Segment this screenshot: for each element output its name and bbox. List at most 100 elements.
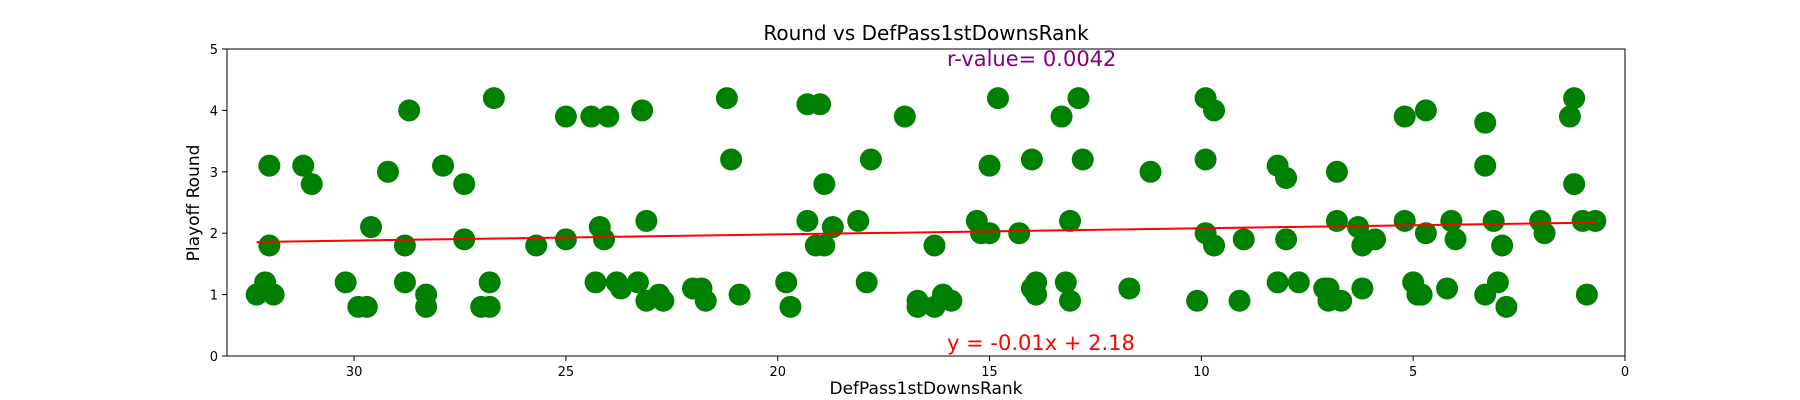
data-point-31 <box>597 105 620 128</box>
data-point-24 <box>525 234 548 257</box>
data-point-54 <box>821 216 844 239</box>
regression-line <box>256 221 1596 243</box>
data-point-4 <box>262 283 285 306</box>
data-point-75 <box>1050 105 1073 128</box>
data-point-125 <box>1558 105 1581 128</box>
data-point-126 <box>1563 87 1586 110</box>
x-tick-label-0: 30 <box>346 365 363 380</box>
data-point-105 <box>1364 228 1387 251</box>
chart-title: Round vs DefPass1stDownsRank <box>763 21 1089 45</box>
data-point-56 <box>855 271 878 294</box>
data-point-79 <box>1067 87 1090 110</box>
data-point-57 <box>859 148 882 171</box>
y-tick-label-1: 1 <box>210 289 218 304</box>
data-point-7 <box>334 271 357 294</box>
x-tick-label-2: 20 <box>769 365 786 380</box>
data-point-81 <box>1118 277 1141 300</box>
data-point-25 <box>554 105 577 128</box>
data-point-2 <box>258 154 281 177</box>
data-point-88 <box>1203 234 1226 257</box>
data-point-43 <box>715 87 738 110</box>
data-point-6 <box>300 173 323 196</box>
data-point-45 <box>728 283 751 306</box>
data-point-101 <box>1330 289 1353 312</box>
data-point-95 <box>1287 271 1310 294</box>
data-point-60 <box>906 289 929 312</box>
data-point-30 <box>593 228 616 251</box>
data-point-42 <box>694 289 717 312</box>
data-point-90 <box>1232 228 1255 251</box>
data-point-122 <box>1495 295 1518 318</box>
data-point-116 <box>1474 111 1497 134</box>
data-point-114 <box>1440 209 1463 232</box>
axis-ticks: 30 25 20 15 10 5 0 0 1 2 3 4 5 <box>210 43 1629 380</box>
data-point-100 <box>1325 209 1348 232</box>
y-tick-label-0: 0 <box>210 350 218 365</box>
data-point-14 <box>398 99 421 122</box>
data-point-82 <box>1139 160 1162 183</box>
data-point-53 <box>813 173 836 196</box>
data-point-89 <box>1228 289 1251 312</box>
data-point-93 <box>1275 166 1298 189</box>
x-tick-label-4: 10 <box>1193 365 1210 380</box>
x-tick-label-1: 25 <box>558 365 575 380</box>
data-point-110 <box>1410 283 1433 306</box>
data-point-80 <box>1071 148 1094 171</box>
data-point-12 <box>393 271 416 294</box>
data-point-113 <box>1436 277 1459 300</box>
data-point-106 <box>1393 105 1416 128</box>
data-point-112 <box>1414 222 1437 245</box>
x-tick-label-3: 15 <box>981 365 998 380</box>
data-point-46 <box>775 271 798 294</box>
data-point-39 <box>652 289 675 312</box>
data-point-64 <box>940 289 963 312</box>
data-point-11 <box>376 160 399 183</box>
data-point-21 <box>478 295 501 318</box>
y-tick-label-3: 3 <box>210 166 218 181</box>
data-point-87 <box>1203 99 1226 122</box>
data-point-23 <box>482 87 505 110</box>
data-point-129 <box>1575 283 1598 306</box>
data-point-85 <box>1194 148 1217 171</box>
data-point-36 <box>635 209 658 232</box>
x-axis-label: DefPass1stDownsRank <box>830 379 1023 399</box>
data-point-77 <box>1059 209 1082 232</box>
data-point-44 <box>720 148 743 171</box>
data-point-47 <box>779 295 802 318</box>
data-point-127 <box>1563 173 1586 196</box>
data-point-58 <box>893 105 916 128</box>
data-point-52 <box>813 234 836 257</box>
plot-frame <box>226 48 1626 357</box>
data-point-5 <box>292 154 315 177</box>
x-tick-label-5: 5 <box>1409 365 1417 380</box>
data-point-28 <box>584 271 607 294</box>
data-point-121 <box>1491 234 1514 257</box>
regression-equation-annotation: y = -0.01x + 2.18 <box>947 331 1135 355</box>
data-point-99 <box>1325 160 1348 183</box>
data-point-62 <box>923 234 946 257</box>
data-point-117 <box>1474 154 1497 177</box>
data-point-74 <box>1025 283 1048 306</box>
data-point-55 <box>847 209 870 232</box>
data-point-67 <box>978 222 1001 245</box>
data-point-94 <box>1275 228 1298 251</box>
data-point-22 <box>478 271 501 294</box>
data-point-124 <box>1533 222 1556 245</box>
data-point-78 <box>1059 289 1082 312</box>
data-point-33 <box>609 277 632 300</box>
data-point-120 <box>1486 271 1509 294</box>
data-point-13 <box>393 234 416 257</box>
data-point-104 <box>1351 277 1374 300</box>
data-point-92 <box>1266 271 1289 294</box>
data-point-107 <box>1393 209 1416 232</box>
data-point-72 <box>1020 148 1043 171</box>
data-point-83 <box>1186 289 1209 312</box>
y-tick-label-2: 2 <box>210 227 218 242</box>
y-tick-label-4: 4 <box>210 104 218 119</box>
data-point-51 <box>809 93 832 116</box>
data-point-49 <box>796 209 819 232</box>
data-point-26 <box>554 228 577 251</box>
data-point-76 <box>1054 271 1077 294</box>
data-point-18 <box>453 173 476 196</box>
